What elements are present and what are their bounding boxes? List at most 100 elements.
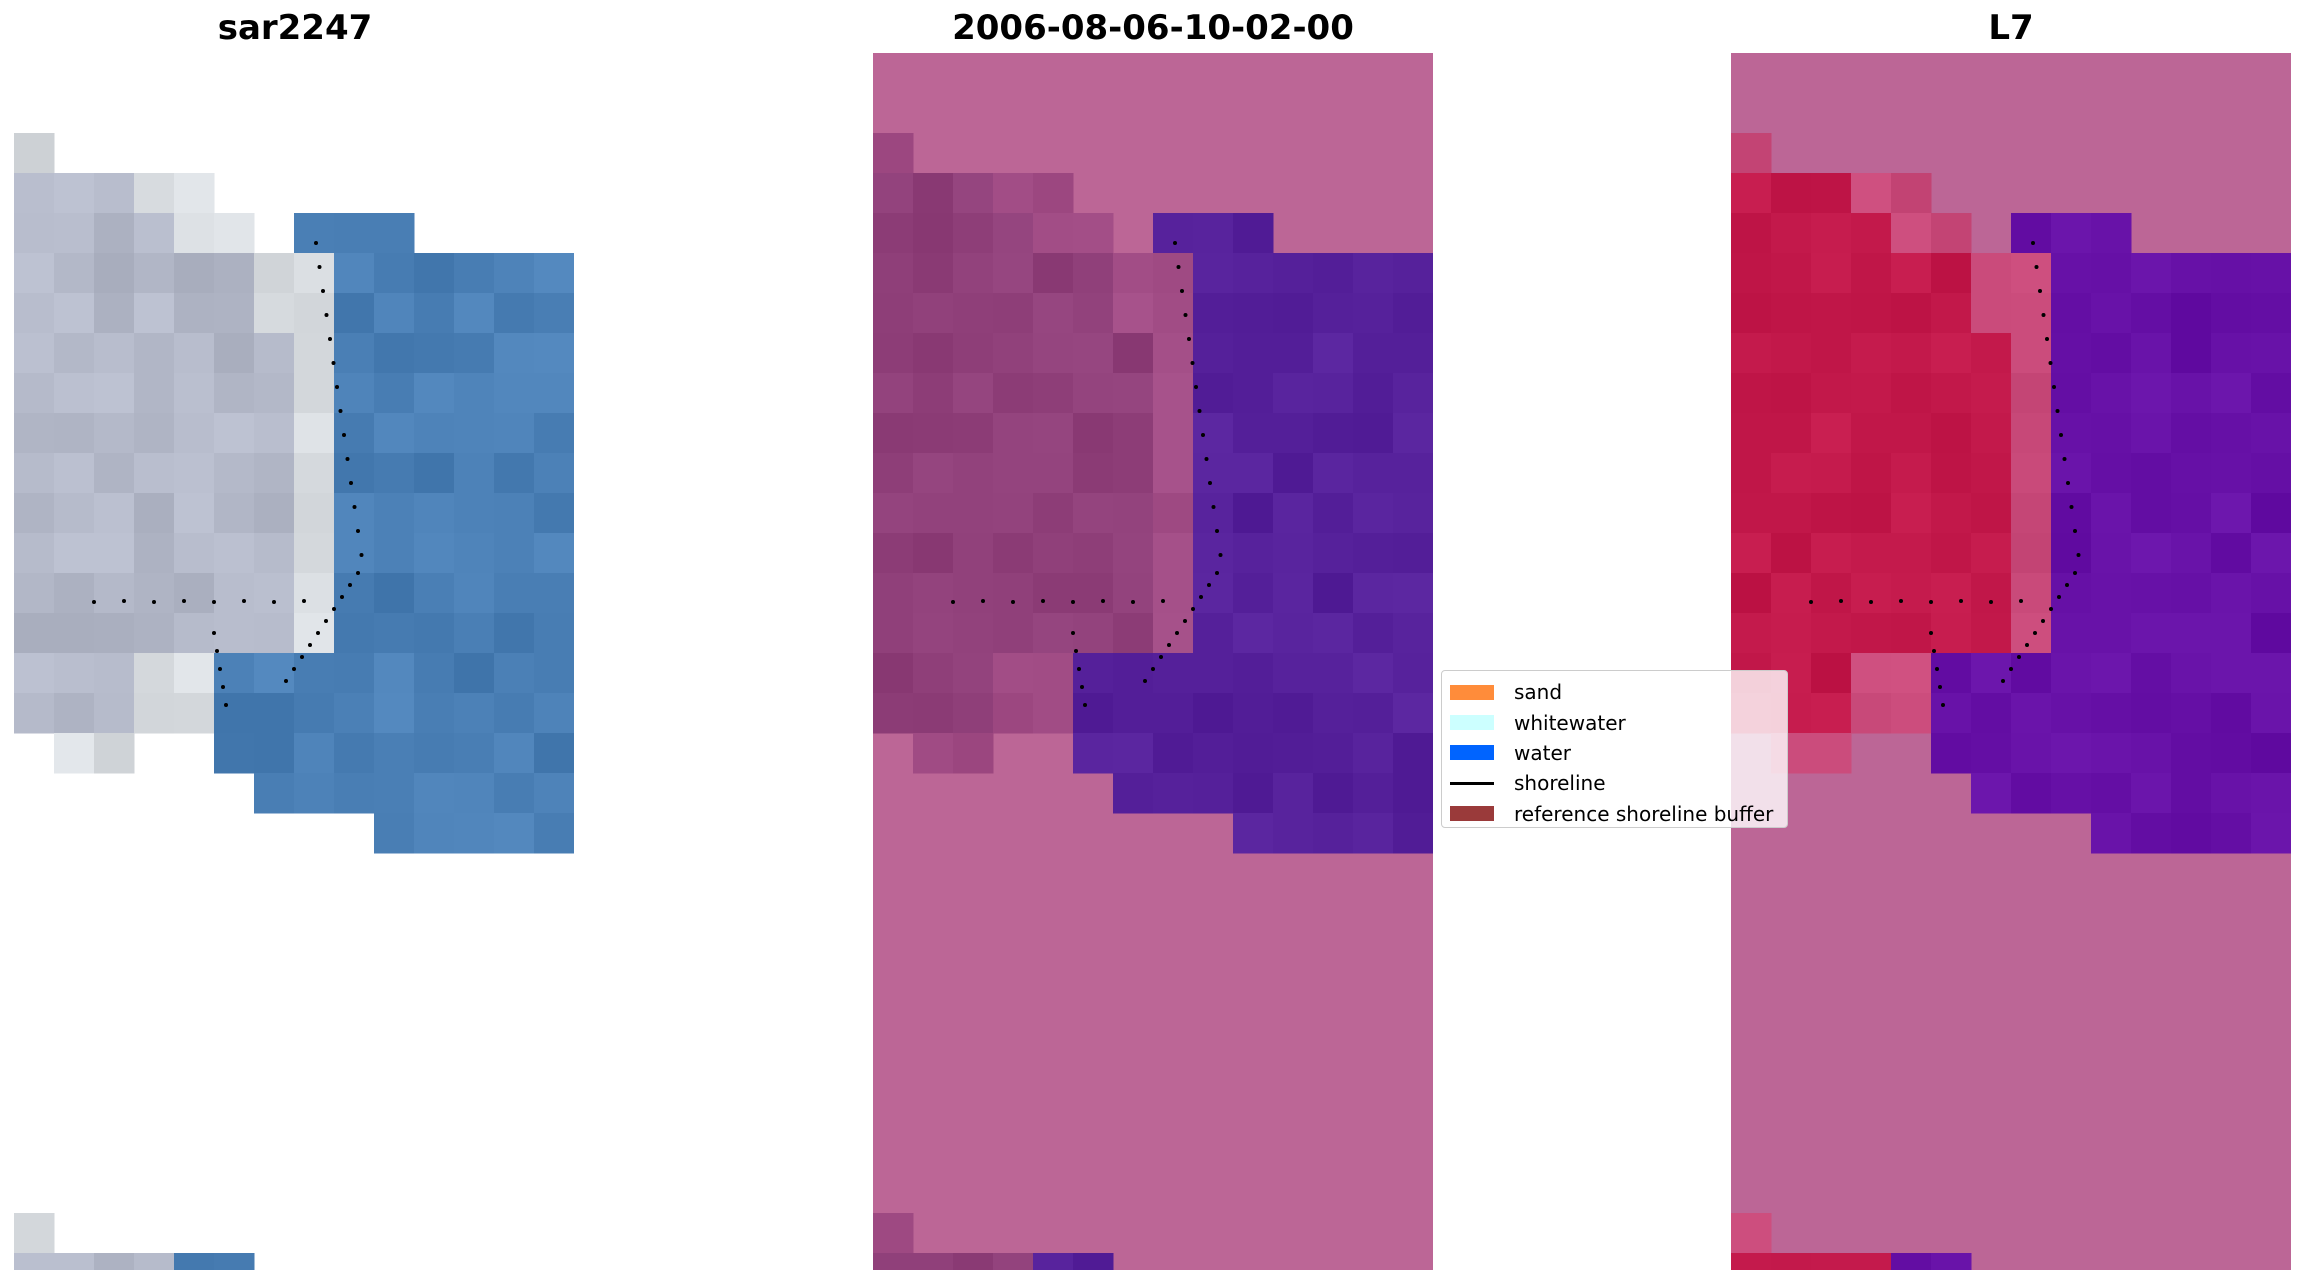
image-pixel <box>2171 653 2212 694</box>
image-pixel <box>2211 613 2252 654</box>
shoreline-point <box>1187 337 1191 341</box>
image-pixel <box>1193 733 1234 774</box>
image-pixel <box>1931 293 1972 334</box>
image-pixel <box>54 693 95 734</box>
image-pixel <box>1153 253 1194 294</box>
image-pixel <box>913 373 954 414</box>
image-pixel <box>2091 573 2132 614</box>
image-pixel <box>374 573 415 614</box>
image-pixel <box>1193 373 1234 414</box>
image-pixel <box>2051 733 2092 774</box>
image-pixel <box>1811 453 1852 494</box>
classified-image <box>873 53 1433 1270</box>
shoreline-point <box>340 595 344 599</box>
image-pixel <box>214 733 255 774</box>
shoreline-point <box>2025 643 2029 647</box>
image-pixel <box>214 493 255 534</box>
image-pixel <box>414 773 455 814</box>
image-pixel <box>1971 333 2012 374</box>
image-pixel <box>214 253 255 294</box>
image-pixel <box>953 493 994 534</box>
image-pixel <box>94 453 135 494</box>
image-pixel <box>1731 333 1772 374</box>
shoreline-point <box>1215 529 1219 533</box>
image-pixel <box>174 333 215 374</box>
image-pixel <box>1153 373 1194 414</box>
image-pixel <box>414 373 455 414</box>
image-pixel <box>1273 733 1314 774</box>
image-pixel <box>1073 373 1114 414</box>
shoreline-point <box>1173 241 1177 245</box>
image-pixel <box>414 573 455 614</box>
image-pixel <box>454 573 495 614</box>
image-pixel <box>1771 333 1812 374</box>
image-pixel <box>953 333 994 374</box>
shoreline-point <box>2066 481 2070 485</box>
image-pixel <box>1233 533 1274 574</box>
image-pixel <box>1353 533 1394 574</box>
image-pixel <box>214 693 255 734</box>
image-pixel <box>374 293 415 334</box>
shoreline-point <box>2019 599 2023 603</box>
image-pixel <box>1113 533 1154 574</box>
image-pixel <box>873 213 914 254</box>
image-pixel <box>1233 213 1274 254</box>
image-pixel <box>134 333 175 374</box>
image-pixel <box>214 373 255 414</box>
image-pixel <box>1233 653 1274 694</box>
image-pixel <box>1931 213 1972 254</box>
shoreline-point <box>2069 505 2074 509</box>
image-pixel <box>2011 733 2052 774</box>
shoreline-point <box>2062 457 2067 461</box>
image-pixel <box>254 573 295 614</box>
shoreline-point <box>1183 619 1187 623</box>
image-pixel <box>953 253 994 294</box>
image-pixel <box>2171 493 2212 534</box>
image-pixel <box>334 533 375 574</box>
image-pixel <box>2011 493 2052 534</box>
image-pixel <box>454 653 495 694</box>
shoreline-point <box>1101 599 1105 603</box>
image-pixel <box>1771 1253 1812 1270</box>
image-pixel <box>94 733 135 774</box>
image-pixel <box>174 1253 215 1270</box>
image-pixel <box>2211 733 2252 774</box>
image-pixel <box>254 533 295 574</box>
image-pixel <box>2011 573 2052 614</box>
image-pixel <box>94 613 135 654</box>
index-image <box>1731 53 2291 1270</box>
image-pixel <box>1193 413 1234 454</box>
rgb-image-panel <box>14 53 574 1270</box>
image-pixel <box>873 133 914 174</box>
shoreline-point <box>951 600 955 604</box>
shoreline-point <box>2017 655 2021 659</box>
image-pixel <box>1851 333 1892 374</box>
image-pixel <box>2251 613 2291 654</box>
image-pixel <box>1891 293 1932 334</box>
image-pixel <box>214 333 255 374</box>
image-pixel <box>294 653 335 694</box>
image-pixel <box>174 573 215 614</box>
image-pixel <box>1033 373 1074 414</box>
shoreline-point <box>1207 583 1211 587</box>
image-pixel <box>913 213 954 254</box>
image-pixel <box>1033 173 1074 214</box>
image-pixel <box>1851 173 1892 214</box>
image-pixel <box>1353 293 1394 334</box>
image-pixel <box>534 773 574 814</box>
image-pixel <box>534 373 574 414</box>
image-pixel <box>174 533 215 574</box>
image-pixel <box>1193 693 1234 734</box>
shoreline-point <box>324 313 329 317</box>
image-pixel <box>1073 493 1114 534</box>
image-pixel <box>294 573 335 614</box>
shoreline-point <box>2048 361 2053 365</box>
image-pixel <box>374 493 415 534</box>
image-pixel <box>873 1213 914 1254</box>
image-pixel <box>214 533 255 574</box>
image-pixel <box>1273 573 1314 614</box>
shoreline-point <box>212 600 216 604</box>
image-pixel <box>494 293 535 334</box>
image-pixel <box>873 613 914 654</box>
image-pixel <box>2131 333 2172 374</box>
